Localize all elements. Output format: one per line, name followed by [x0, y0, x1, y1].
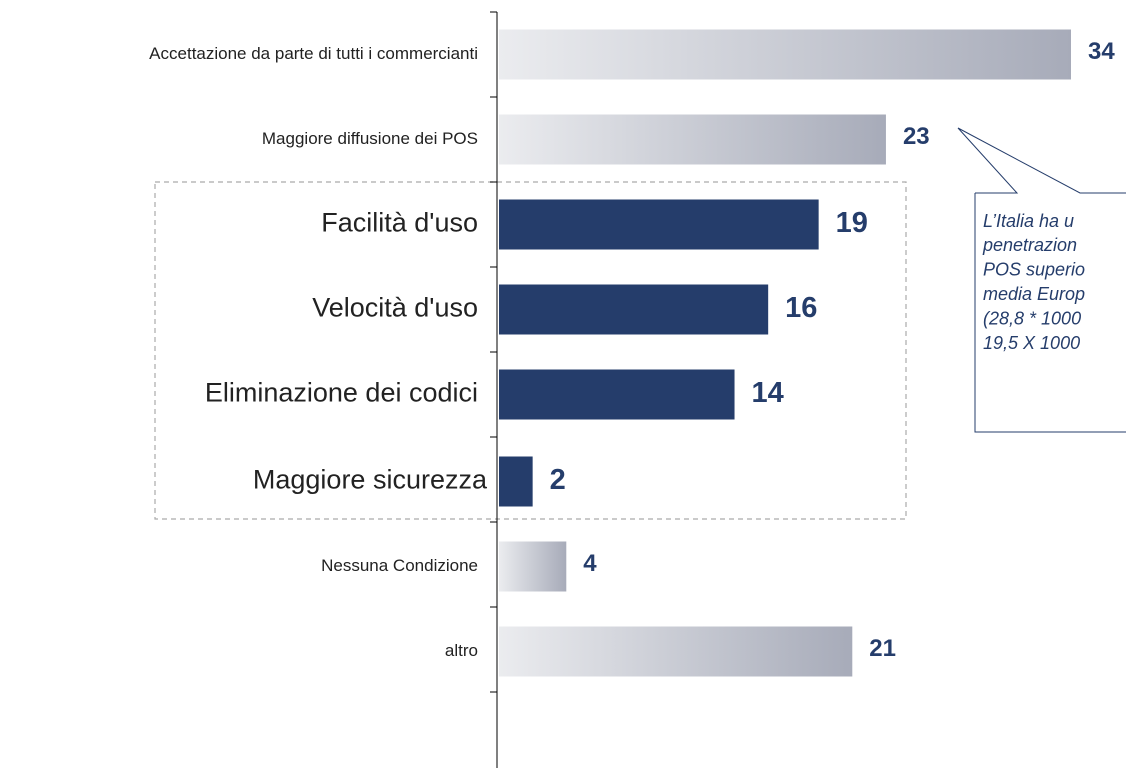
bar: [499, 369, 735, 420]
category-label: Accettazione da parte di tutti i commerc…: [149, 44, 478, 63]
value-label: 14: [752, 377, 784, 409]
bar: [499, 199, 819, 250]
category-label: Facilità d'uso: [321, 208, 478, 238]
annotation-line: 19,5 X 1000: [983, 333, 1080, 353]
annotation-line: media Europ: [983, 284, 1085, 304]
category-label: altro: [445, 641, 478, 660]
annotation-line: L’Italia ha u: [983, 211, 1074, 231]
value-label: 19: [836, 207, 868, 239]
bar: [499, 456, 533, 507]
callout-box: [957, 127, 1126, 433]
category-label: Nessuna Condizione: [321, 556, 478, 575]
bar: [499, 284, 769, 335]
annotation-line: penetrazion: [982, 235, 1077, 255]
bar: [499, 29, 1071, 80]
annotation-line: POS superio: [983, 260, 1085, 280]
bar: [499, 541, 567, 592]
category-label: Eliminazione dei codici: [205, 378, 478, 408]
value-label: 4: [583, 550, 597, 577]
bar: [499, 626, 853, 677]
category-label: Velocità d'uso: [312, 293, 478, 323]
value-label: 23: [903, 123, 930, 150]
annotation-line: (28,8 * 1000: [983, 308, 1081, 328]
value-label: 16: [785, 292, 817, 324]
bar: [499, 114, 886, 165]
value-label: 34: [1088, 38, 1115, 65]
category-label: Maggiore diffusione dei POS: [262, 129, 478, 148]
highlight-box: [154, 181, 907, 520]
value-label: 21: [869, 635, 896, 662]
category-label: Maggiore sicurezza: [253, 465, 488, 495]
value-label: 2: [550, 464, 566, 496]
callout-text: L’Italia ha u penetrazion POS superio media…: [982, 211, 1085, 353]
